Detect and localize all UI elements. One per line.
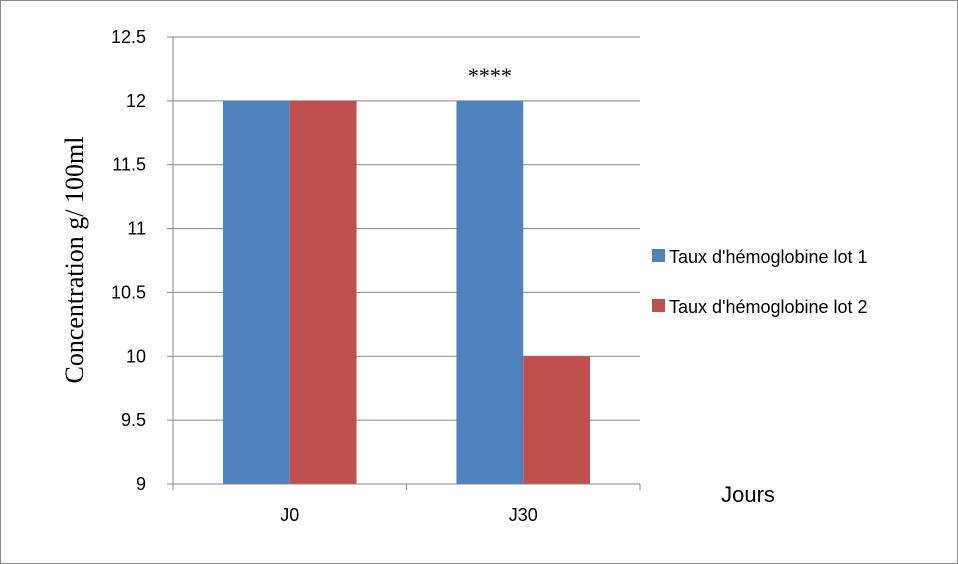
bar-j0-series-1 — [222, 100, 290, 484]
y-tick-label: 10 — [126, 346, 146, 366]
significance-annotation: **** — [468, 63, 512, 88]
legend-label: Taux d'hémoglobine lot 1 — [669, 247, 868, 267]
y-tick-label: 12 — [126, 91, 146, 111]
bar-j30-series-2 — [523, 356, 591, 484]
legend-label: Taux d'hémoglobine lot 2 — [669, 297, 868, 317]
y-tick-label: 11.5 — [112, 155, 146, 175]
y-tick-label: 9.5 — [121, 410, 146, 430]
y-tick-label: 10.5 — [111, 282, 146, 302]
y-tick-labels: 9 9.5 10 10.5 11 11.5 12 12.5 — [111, 27, 146, 494]
y-tick-label: 12.5 — [111, 27, 146, 47]
bar-j30-series-1 — [456, 100, 524, 484]
bar-j0-series-2 — [289, 100, 357, 484]
x-tick-labels: J0 J30 — [280, 505, 538, 525]
legend-swatch — [652, 299, 665, 312]
legend-swatch — [652, 249, 665, 262]
x-axis-label: Jours — [721, 482, 775, 507]
x-tick-label: J30 — [509, 505, 538, 525]
x-tick-label: J0 — [280, 505, 299, 525]
axes — [167, 36, 641, 490]
annotations: **** — [468, 63, 512, 88]
bars — [222, 100, 591, 484]
y-tick-label: 11 — [127, 219, 146, 239]
y-axis-label: Concentration g/ 100ml — [60, 137, 89, 384]
legend: Taux d'hémoglobine lot 1 Taux d'hémoglobi… — [652, 247, 868, 317]
y-tick-label: 9 — [136, 474, 146, 494]
